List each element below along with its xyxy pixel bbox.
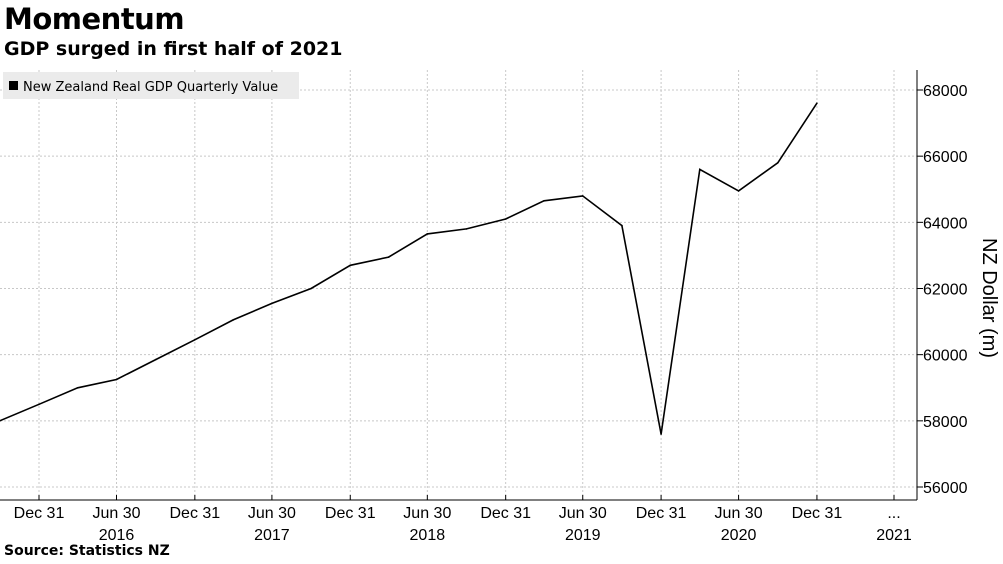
x-tick-label: Dec 31 [792, 505, 843, 522]
x-tick-label: Dec 31 [169, 505, 220, 522]
x-tick-label: Jun 30 [715, 505, 763, 522]
data-point [38, 403, 40, 406]
data-point [76, 387, 79, 389]
source-note: Source: Statistics NZ [4, 543, 170, 559]
legend-swatch [9, 81, 18, 90]
x-tick-label: Jun 30 [403, 505, 451, 522]
y-axis-title: NZ Dollar (m) [978, 238, 1000, 358]
chart-subtitle: GDP surged in first half of 2021 [4, 38, 343, 60]
x-tick-label: Dec 31 [14, 505, 65, 522]
y-tick-label: 60000 [923, 348, 968, 365]
x-tick-label: Dec 31 [636, 505, 687, 522]
x-tick-year-label: 2016 [99, 527, 135, 544]
data-point [310, 287, 312, 290]
y-axis: 56000 58000 60000 62000 64000 66000 68000 [916, 70, 968, 500]
x-axis: Dec 31 Jun 30 2016 Dec 31 Jun 30 2017 Dec 31 Ju… [0, 495, 917, 544]
y-tick-label: 62000 [923, 282, 968, 299]
data-point [621, 224, 623, 227]
data-point [777, 162, 779, 164]
data-point [699, 168, 701, 171]
legend-label: New Zealand Real GDP Quarterly Value [23, 80, 278, 95]
x-tick-label: Jun 30 [248, 505, 296, 522]
x-tick-year-label: 2021 [876, 527, 912, 544]
x-tick-label: Dec 31 [325, 505, 376, 522]
data-point [543, 200, 545, 202]
data-point [504, 218, 507, 220]
data-point [426, 233, 429, 235]
legend-box [3, 72, 299, 99]
x-tick-label: Jun 30 [559, 505, 607, 522]
y-tick-label: 58000 [923, 414, 968, 431]
data-point [271, 302, 273, 305]
plot-area [0, 102, 818, 435]
series-line [0, 102, 818, 435]
data-point [194, 339, 196, 341]
y-tick-label: 68000 [923, 83, 968, 100]
chart-headline: Momentum [4, 2, 185, 36]
x-tick-year-label: 2018 [410, 527, 446, 544]
data-point [232, 319, 234, 321]
data-point [465, 228, 468, 230]
gridlines [0, 70, 917, 500]
data-point [737, 190, 740, 192]
data-point [0, 420, 1, 422]
data-point [349, 264, 352, 267]
x-tick-label: ... [887, 505, 900, 522]
x-tick-label: Dec 31 [480, 505, 531, 522]
y-tick-label: 66000 [923, 149, 968, 166]
data-point [115, 378, 118, 381]
x-tick-label: Jun 30 [92, 505, 140, 522]
data-point [816, 102, 818, 104]
data-point [154, 358, 157, 361]
x-tick-year-label: 2019 [565, 527, 601, 544]
y-tick-label: 56000 [923, 480, 968, 497]
y-tick-label: 64000 [923, 215, 968, 232]
data-point [387, 256, 390, 258]
data-point [581, 195, 584, 197]
x-tick-year-label: 2017 [254, 527, 290, 544]
data-point [660, 433, 662, 435]
x-tick-year-label: 2020 [721, 527, 757, 544]
